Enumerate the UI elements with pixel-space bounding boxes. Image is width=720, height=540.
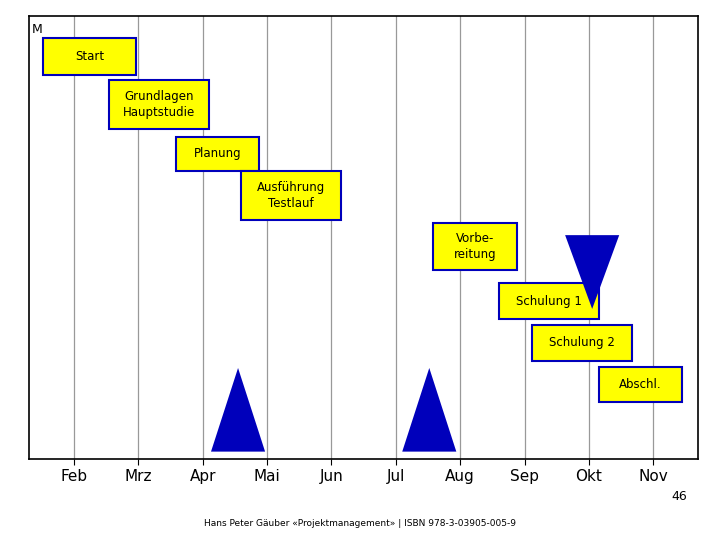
Text: Grundlagen
Hauptstudie: Grundlagen Hauptstudie — [123, 90, 195, 119]
Text: Ausführung
Testlauf: Ausführung Testlauf — [257, 181, 325, 210]
Text: Abschl.: Abschl. — [619, 378, 662, 391]
Polygon shape — [565, 235, 619, 309]
Text: Hans Peter Gäuber «Projektmanagement» | ISBN 978-3-03905-005-9: Hans Peter Gäuber «Projektmanagement» | … — [204, 519, 516, 529]
Text: Schulung 1: Schulung 1 — [516, 294, 582, 308]
FancyBboxPatch shape — [241, 171, 341, 220]
FancyBboxPatch shape — [532, 325, 632, 361]
Polygon shape — [402, 368, 456, 451]
FancyBboxPatch shape — [433, 223, 517, 269]
Polygon shape — [211, 368, 265, 451]
Text: Start: Start — [75, 50, 104, 63]
FancyBboxPatch shape — [109, 80, 209, 130]
FancyBboxPatch shape — [499, 284, 598, 319]
FancyBboxPatch shape — [43, 38, 136, 75]
Text: M: M — [32, 23, 42, 36]
Text: Planung: Planung — [194, 147, 241, 160]
Text: Schulung 2: Schulung 2 — [549, 336, 615, 349]
Text: Vorbe-
reitung: Vorbe- reitung — [454, 232, 496, 261]
Text: 46: 46 — [672, 489, 688, 503]
FancyBboxPatch shape — [176, 137, 259, 171]
FancyBboxPatch shape — [598, 367, 683, 402]
